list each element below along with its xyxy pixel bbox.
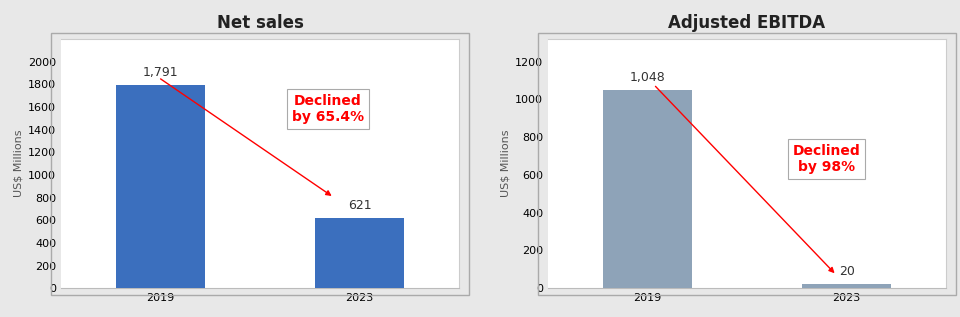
Text: Declined
by 65.4%: Declined by 65.4%: [292, 94, 364, 124]
Title: Adjusted EBITDA: Adjusted EBITDA: [668, 14, 826, 32]
Bar: [116, 85, 205, 288]
Text: 621: 621: [348, 199, 372, 212]
Y-axis label: US$ Millions: US$ Millions: [501, 130, 511, 197]
Text: Declined
by 98%: Declined by 98%: [793, 144, 860, 174]
Title: Net sales: Net sales: [217, 14, 303, 32]
Bar: [802, 284, 892, 288]
Y-axis label: US$ Millions: US$ Millions: [13, 130, 24, 197]
Bar: [603, 90, 692, 288]
Text: 1,791: 1,791: [143, 66, 179, 79]
Text: 20: 20: [839, 265, 854, 278]
Text: 1,048: 1,048: [630, 71, 665, 84]
Bar: [315, 218, 404, 288]
